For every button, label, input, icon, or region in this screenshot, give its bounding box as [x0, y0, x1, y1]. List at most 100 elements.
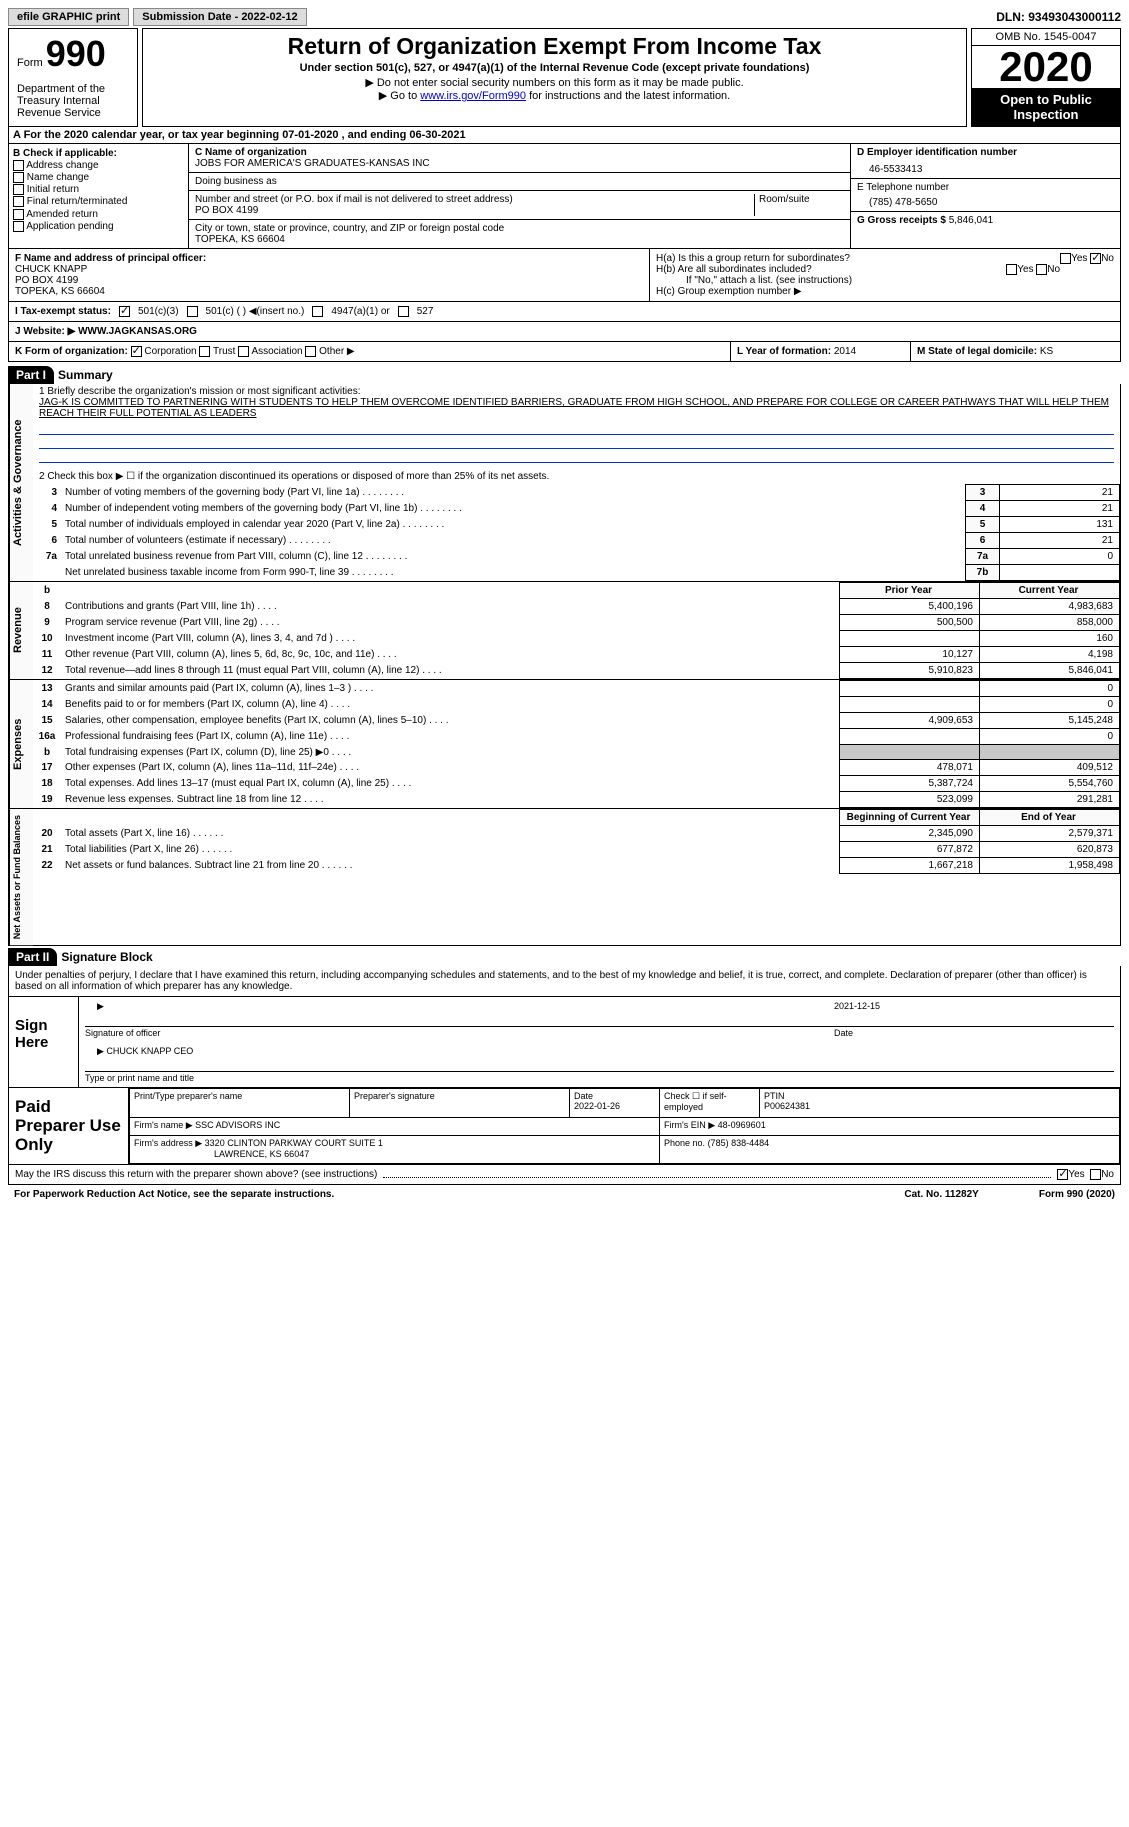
- discuss-yes-check[interactable]: [1057, 1169, 1068, 1180]
- firm-phone: (785) 838-4484: [708, 1138, 770, 1148]
- prep-date: 2022-01-26: [574, 1101, 620, 1111]
- phone: (785) 478-5650: [857, 193, 1114, 208]
- tax-status-label: I Tax-exempt status:: [15, 306, 111, 317]
- hb-note: If "No," attach a list. (see instruction…: [656, 275, 1114, 286]
- discuss-no-check[interactable]: [1090, 1169, 1101, 1180]
- officer-city: TOPEKA, KS 66604: [15, 286, 643, 297]
- discuss-yes: Yes: [1068, 1169, 1084, 1180]
- officer-printed: CHUCK KNAPP CEO: [106, 1046, 193, 1056]
- sign-here-label: Sign Here: [9, 997, 79, 1087]
- subtitle: Under section 501(c), 527, or 4947(a)(1)…: [147, 62, 962, 74]
- year-formation-label: L Year of formation:: [737, 346, 834, 357]
- website-value: WWW.JAGKANSAS.ORG: [78, 326, 197, 337]
- org-name-label: C Name of organization: [195, 147, 844, 158]
- check-address[interactable]: Address change: [13, 160, 184, 171]
- check-corp[interactable]: [131, 346, 142, 357]
- form-number-cell: Form 990 Department of the Treasury Inte…: [8, 28, 138, 127]
- opt-corp: Corporation: [144, 346, 196, 357]
- officer-label: F Name and address of principal officer:: [15, 253, 643, 264]
- footer-mid: Cat. No. 11282Y: [904, 1189, 978, 1200]
- form-number: 990: [46, 33, 106, 74]
- opt-501c3: 501(c)(3): [138, 306, 179, 317]
- part2-title: Signature Block: [61, 950, 152, 964]
- check-4947[interactable]: [312, 306, 323, 317]
- governance-table: 3Number of voting members of the governi…: [33, 484, 1120, 581]
- firm-city: LAWRENCE, KS 66047: [134, 1149, 309, 1159]
- sign-date: 2021-12-15: [834, 1001, 1114, 1012]
- irs-link[interactable]: www.irs.gov/Form990: [420, 90, 526, 102]
- check-527[interactable]: [398, 306, 409, 317]
- ptin-hdr: PTIN: [764, 1091, 785, 1101]
- check-final[interactable]: Final return/terminated: [13, 196, 184, 207]
- line1-label: 1 Briefly describe the organization's mi…: [39, 386, 1114, 397]
- year-formation: 2014: [834, 346, 856, 357]
- part1-header: Part I: [8, 366, 54, 384]
- side-net: Net Assets or Fund Balances: [9, 809, 33, 945]
- top-bar: efile GRAPHIC print Submission Date - 20…: [8, 8, 1121, 26]
- prep-check[interactable]: Check ☐ if self-employed: [660, 1089, 760, 1118]
- blank-line: [39, 449, 1114, 463]
- officer-name: CHUCK KNAPP: [15, 264, 643, 275]
- year-cell: OMB No. 1545-0047 2020 Open to Public In…: [971, 28, 1121, 127]
- hb-yes[interactable]: Yes: [1017, 264, 1033, 275]
- gross: 5,846,041: [949, 215, 994, 226]
- ha-no[interactable]: No: [1101, 253, 1114, 264]
- perjury-text: Under penalties of perjury, I declare th…: [9, 966, 1120, 996]
- ein-label: D Employer identification number: [857, 147, 1114, 158]
- street: PO BOX 4199: [195, 205, 754, 216]
- footer-left: For Paperwork Reduction Act Notice, see …: [14, 1189, 334, 1200]
- check-assoc[interactable]: [238, 346, 249, 357]
- gross-label: G Gross receipts $: [857, 215, 946, 226]
- sig-officer-label: Signature of officer: [85, 1028, 834, 1038]
- check-other[interactable]: [305, 346, 316, 357]
- side-governance: Activities & Governance: [9, 384, 33, 581]
- state-domicile: KS: [1040, 346, 1053, 357]
- name-title-label: Type or print name and title: [85, 1073, 194, 1083]
- check-amended[interactable]: Amended return: [13, 209, 184, 220]
- ein: 46-5533413: [857, 158, 1114, 175]
- firm-name-label: Firm's name ▶: [134, 1120, 193, 1130]
- room-label: Room/suite: [754, 194, 844, 216]
- instr-2: ▶ Go to www.irs.gov/Form990 for instruct…: [147, 89, 962, 102]
- prep-sig-hdr: Preparer's signature: [350, 1089, 570, 1118]
- prep-name-hdr: Print/Type preparer's name: [130, 1089, 350, 1118]
- check-name[interactable]: Name change: [13, 172, 184, 183]
- part2-header: Part II: [8, 948, 57, 966]
- tax-year: 2020: [972, 46, 1120, 88]
- ha-yes[interactable]: Yes: [1071, 253, 1087, 264]
- instr-1: ▶ Do not enter social security numbers o…: [147, 76, 962, 89]
- firm-name: SSC ADVISORS INC: [195, 1120, 280, 1130]
- org-name: JOBS FOR AMERICA'S GRADUATES-KANSAS INC: [195, 158, 844, 169]
- check-501c[interactable]: [187, 306, 198, 317]
- dba-label: Doing business as: [195, 176, 277, 187]
- opt-527: 527: [417, 306, 434, 317]
- blank-line: [39, 435, 1114, 449]
- hc-label: H(c) Group exemption number ▶: [656, 286, 1114, 297]
- firm-addr: 3320 CLINTON PARKWAY COURT SUITE 1: [205, 1138, 383, 1148]
- open-public: Open to Public Inspection: [972, 88, 1120, 126]
- preparer-table: Print/Type preparer's name Preparer's si…: [129, 1088, 1120, 1164]
- discuss-label: May the IRS discuss this return with the…: [15, 1169, 377, 1180]
- opt-other: Other ▶: [319, 346, 354, 357]
- net-table: Beginning of Current YearEnd of Year20To…: [33, 809, 1120, 874]
- check-trust[interactable]: [199, 346, 210, 357]
- side-expenses: Expenses: [9, 680, 33, 808]
- check-pending[interactable]: Application pending: [13, 221, 184, 232]
- city: TOPEKA, KS 66604: [195, 234, 504, 245]
- expenses-table: 13Grants and similar amounts paid (Part …: [33, 680, 1120, 808]
- opt-4947: 4947(a)(1) or: [331, 306, 389, 317]
- ha-label: H(a) Is this a group return for subordin…: [656, 253, 850, 264]
- firm-ein: 48-0969601: [718, 1120, 766, 1130]
- ptin: P00624381: [764, 1101, 810, 1111]
- website-label: J Website: ▶: [15, 326, 78, 337]
- org-form-label: K Form of organization:: [15, 346, 128, 357]
- street-label: Number and street (or P.O. box if mail i…: [195, 194, 754, 205]
- hb-no[interactable]: No: [1047, 264, 1060, 275]
- opt-trust: Trust: [213, 346, 235, 357]
- efile-button[interactable]: efile GRAPHIC print: [8, 8, 129, 26]
- line2: 2 Check this box ▶ ☐ if the organization…: [33, 469, 1120, 484]
- mission-text: JAG-K IS COMMITTED TO PARTNERING WITH ST…: [39, 397, 1114, 419]
- check-initial[interactable]: Initial return: [13, 184, 184, 195]
- check-501c3[interactable]: [119, 306, 130, 317]
- side-revenue: Revenue: [9, 582, 33, 679]
